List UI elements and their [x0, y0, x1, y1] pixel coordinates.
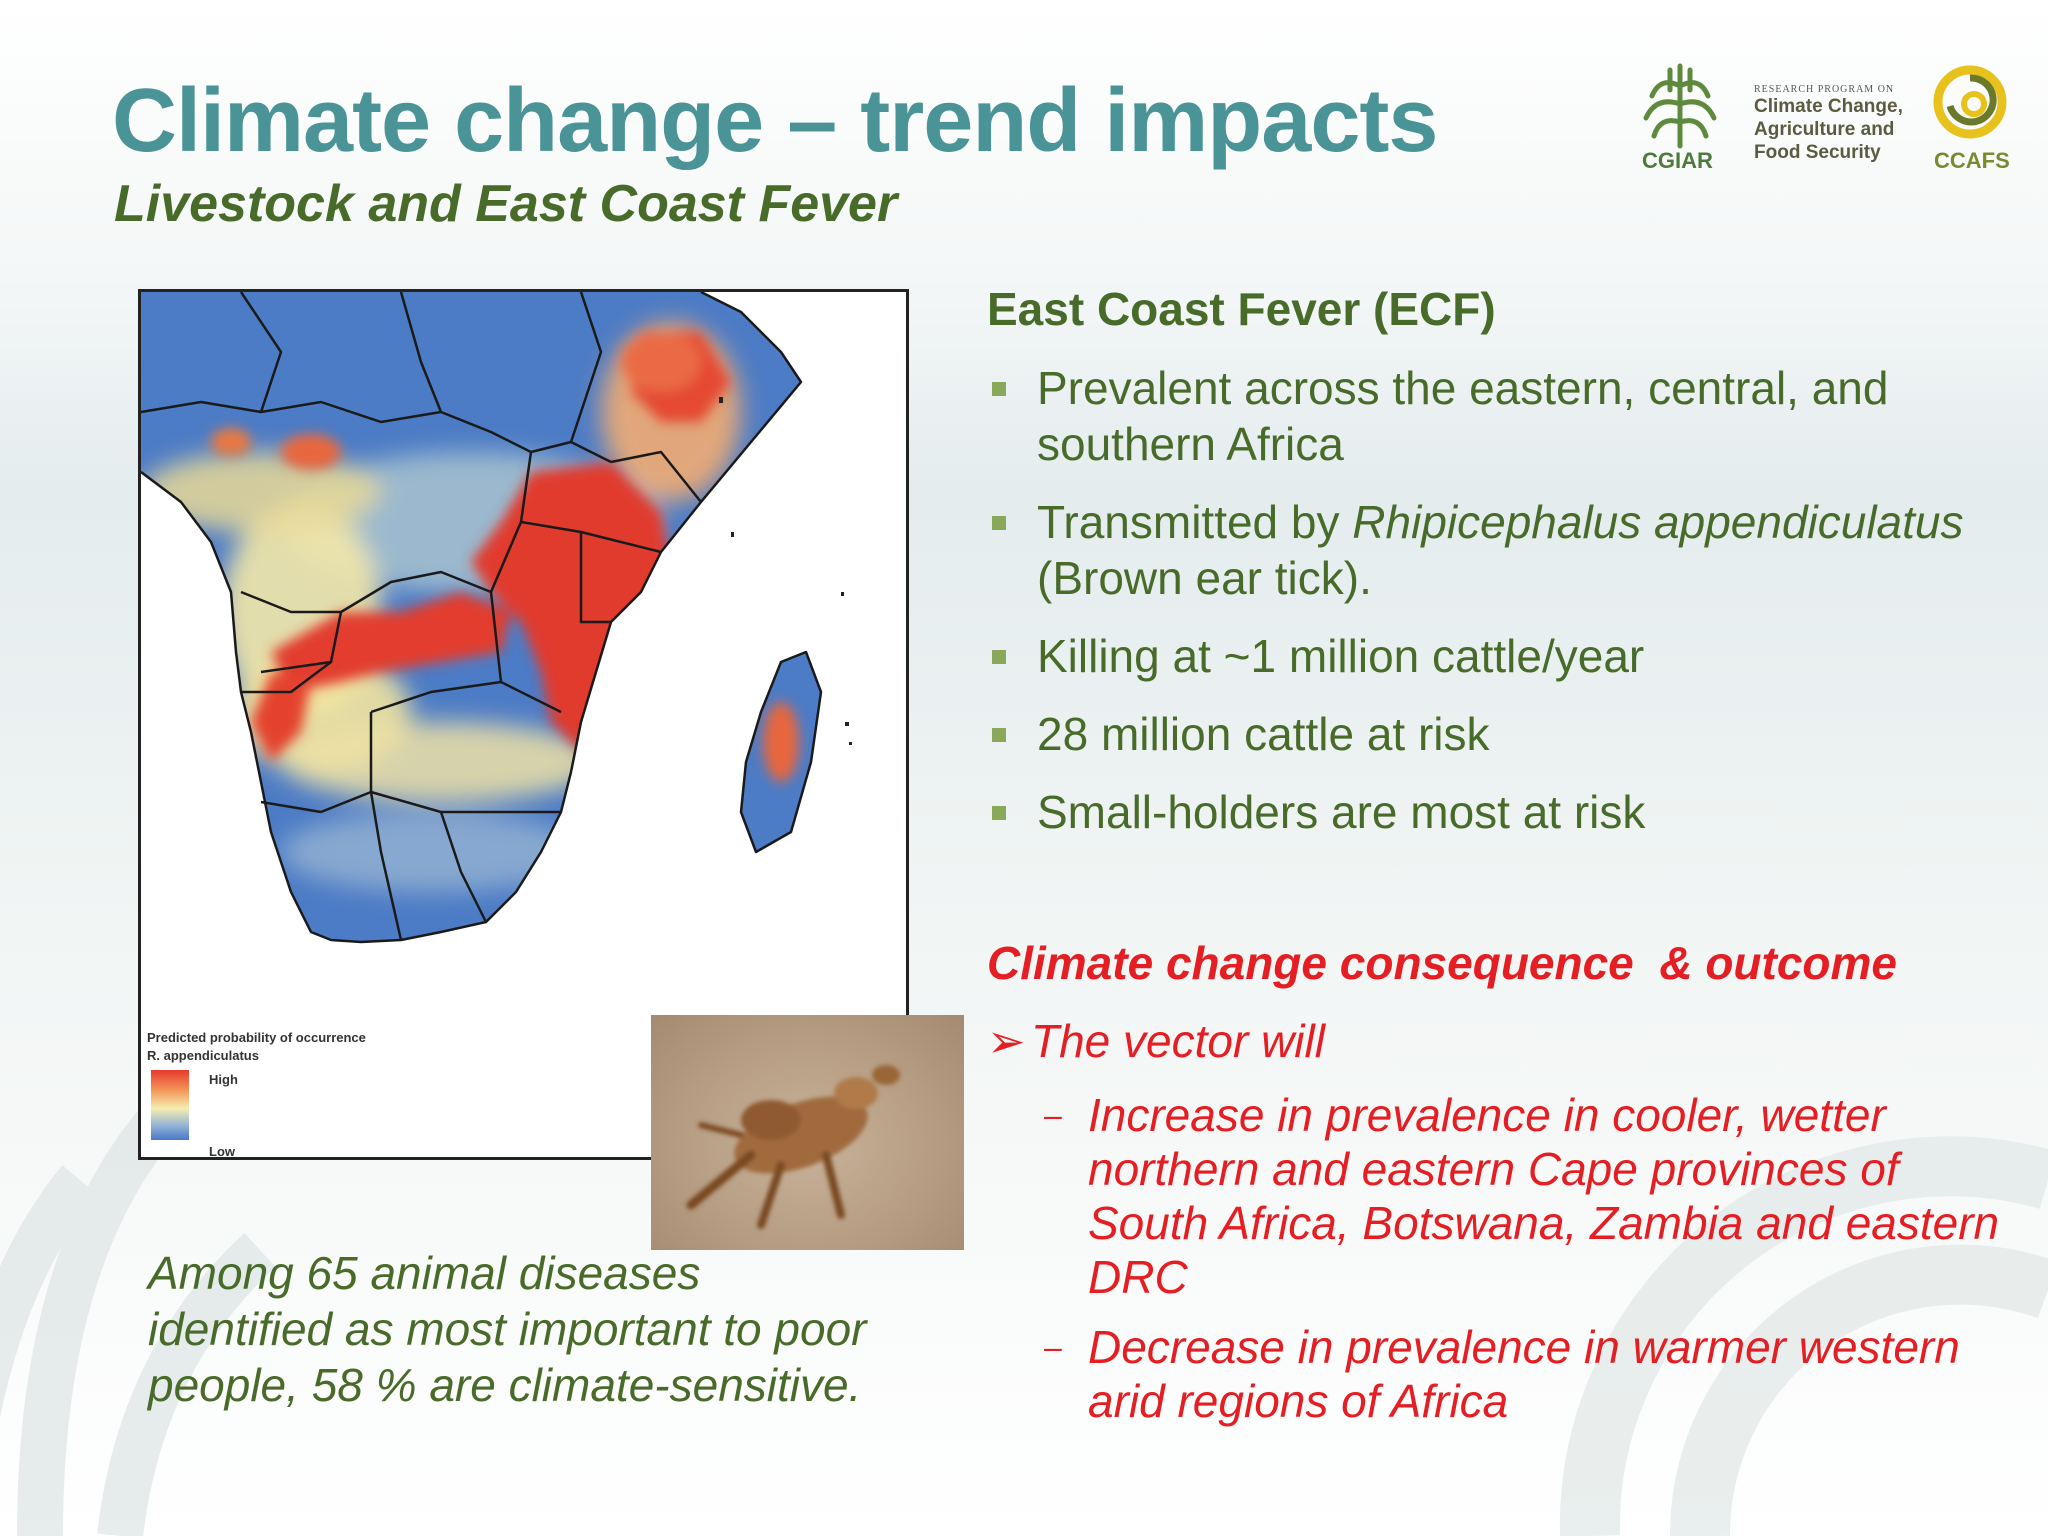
consequence-increase: – Increase in prevalence in cooler, wett…	[1040, 1088, 2020, 1304]
bullet-text-suffix: (Brown ear tick).	[1037, 552, 1372, 604]
program-name: Research Program on Climate Change, Agri…	[1754, 84, 1924, 164]
ecf-bullet-list: Prevalent across the eastern, central, a…	[987, 360, 2017, 862]
ecf-bullet-prevalence: Prevalent across the eastern, central, a…	[987, 360, 2017, 472]
bullet-text-prefix: Transmitted by	[1037, 496, 1353, 548]
legend-low-label: Low	[209, 1144, 235, 1159]
bullet-text: Prevalent across the eastern, central, a…	[1037, 362, 1889, 470]
dead-calf-photo	[651, 1015, 964, 1250]
ccafs-swirl-logo-icon	[1933, 65, 2007, 139]
arrow-bullet-icon: ➢	[987, 1015, 1026, 1067]
ecf-heading: East Coast Fever (ECF)	[987, 283, 1496, 335]
bullet-text: Killing at ~1 million cattle/year	[1037, 630, 1645, 682]
page-subtitle: Livestock and East Coast Fever	[114, 175, 898, 233]
program-line-3: Food Security	[1754, 142, 1881, 163]
calf-carcass-icon	[686, 1065, 900, 1229]
legend-species: R. appendiculatus	[147, 1048, 259, 1063]
ecf-bullet-at-risk: 28 million cattle at risk	[987, 706, 2017, 762]
square-bullet-icon	[992, 728, 1006, 742]
disease-caption: Among 65 animal diseases identified as m…	[148, 1247, 867, 1411]
legend-high-label: High	[209, 1072, 238, 1087]
ecf-bullet-transmission: Transmitted by Rhipicephalus appendicula…	[987, 494, 2017, 606]
cgiar-label: CGIAR	[1642, 148, 1713, 173]
consequence-list: – Increase in prevalence in cooler, wett…	[1040, 1088, 2020, 1444]
legend-color-scale	[151, 1070, 189, 1140]
square-bullet-icon	[992, 806, 1006, 820]
legend-title: Predicted probability of occurrence	[147, 1030, 366, 1045]
vector-lead: ➢ The vector will	[987, 1014, 1325, 1068]
consequence-heading: Climate change consequence & outcome	[987, 937, 1898, 989]
consequence-text: Decrease in prevalence in warmer western…	[1088, 1321, 1960, 1427]
square-bullet-icon	[992, 650, 1006, 664]
ccafs-label: CCAFS	[1934, 148, 2010, 173]
square-bullet-icon	[992, 516, 1006, 530]
bullet-text: Small-holders are most at risk	[1037, 786, 1646, 838]
program-small-label: Research Program on	[1754, 84, 1895, 95]
bullet-text: 28 million cattle at risk	[1037, 708, 1490, 760]
vector-lead-text: The vector will	[1031, 1015, 1325, 1067]
ecf-probability-map: Predicted probability of occurrence R. a…	[138, 289, 909, 1160]
consequence-decrease: – Decrease in prevalence in warmer weste…	[1040, 1320, 2020, 1428]
page-title: Climate change – trend impacts	[112, 71, 1438, 171]
cgiar-wheat-logo-icon	[1643, 63, 1717, 149]
partner-logos: CGIAR Research Program on Climate Change…	[1630, 56, 2020, 186]
square-bullet-icon	[992, 382, 1006, 396]
consequence-text: Increase in prevalence in cooler, wetter…	[1088, 1089, 2000, 1303]
dash-bullet-icon: –	[1044, 1097, 1062, 1133]
dash-bullet-icon: –	[1044, 1329, 1062, 1365]
ecf-bullet-smallholders: Small-holders are most at risk	[987, 784, 2017, 840]
africa-map-graphic	[141, 292, 906, 1157]
tick-species-name: Rhipicephalus appendiculatus	[1352, 496, 1964, 548]
ecf-bullet-mortality: Killing at ~1 million cattle/year	[987, 628, 2017, 684]
program-line-2: Agriculture and	[1754, 119, 1895, 140]
map-legend: Predicted probability of occurrence R. a…	[141, 1022, 401, 1157]
program-line-1: Climate Change,	[1754, 96, 1903, 117]
